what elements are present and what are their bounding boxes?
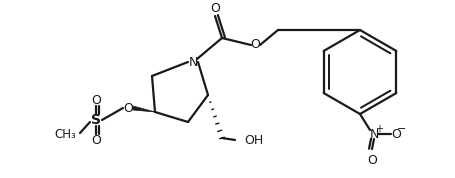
Text: CH₃: CH₃ [54, 129, 76, 142]
Text: N: N [369, 127, 378, 140]
Text: O: O [91, 135, 101, 148]
Polygon shape [132, 106, 155, 112]
Text: O: O [91, 93, 101, 106]
Text: S: S [91, 113, 101, 127]
Text: O: O [366, 153, 376, 166]
Text: O: O [249, 38, 259, 51]
Text: N: N [188, 56, 197, 69]
Text: OH: OH [243, 134, 263, 146]
Text: O: O [390, 127, 400, 140]
Text: −: − [396, 124, 406, 134]
Text: +: + [374, 124, 382, 134]
Text: O: O [210, 2, 219, 15]
Text: O: O [123, 101, 133, 114]
